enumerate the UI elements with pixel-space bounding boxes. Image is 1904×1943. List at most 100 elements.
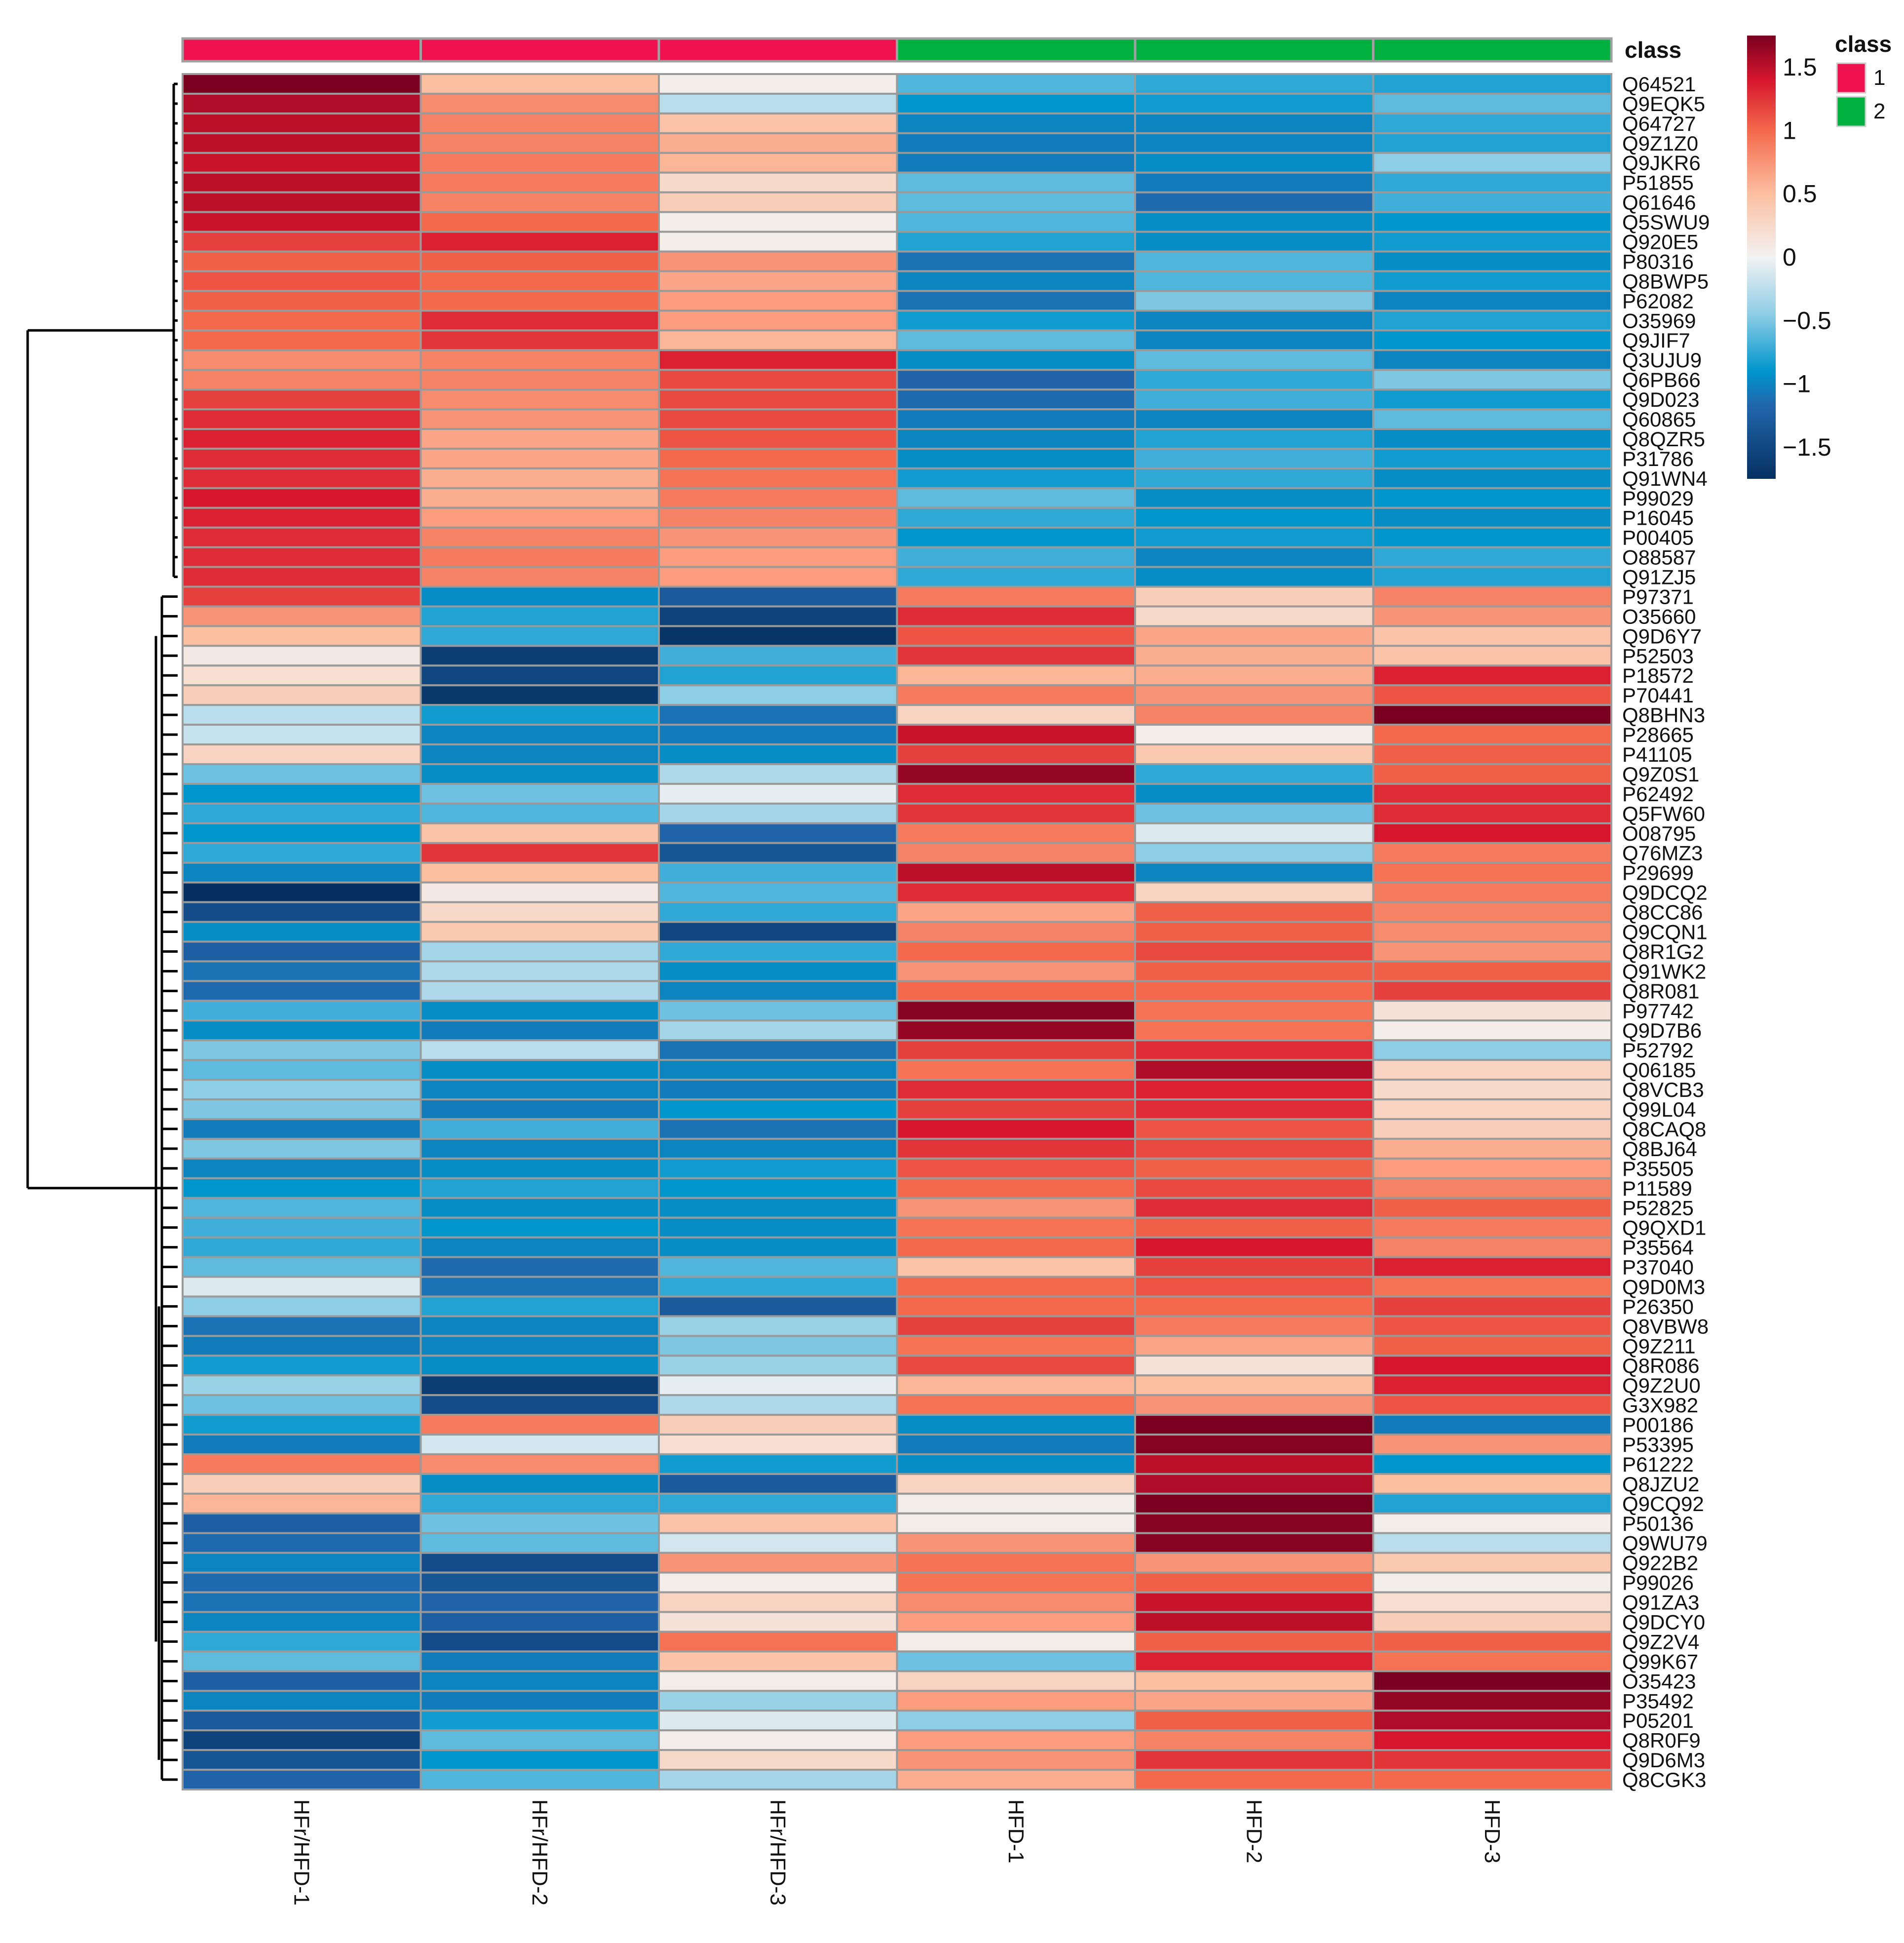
row-label: Q9DCQ2 bbox=[1622, 881, 1708, 904]
heatmap-cell bbox=[896, 1434, 1136, 1455]
heatmap-cell bbox=[182, 1315, 422, 1337]
heatmap-cell bbox=[182, 1236, 422, 1258]
heatmap-cell bbox=[896, 349, 1136, 371]
row-label: Q9CQ92 bbox=[1622, 1492, 1704, 1516]
heatmap-cell bbox=[182, 1157, 422, 1179]
heatmap-cell bbox=[896, 1512, 1136, 1534]
heatmap-cell bbox=[896, 1690, 1136, 1712]
heatmap-cell bbox=[896, 960, 1136, 982]
heatmap-cell bbox=[182, 1690, 422, 1712]
heatmap-cell bbox=[1134, 408, 1374, 430]
heatmap-cell bbox=[182, 506, 422, 529]
heatmap-cell bbox=[896, 1650, 1136, 1672]
heatmap-cell bbox=[896, 171, 1136, 194]
heatmap-cell bbox=[896, 447, 1136, 469]
heatmap-cell bbox=[419, 980, 660, 1002]
heatmap-cell bbox=[1134, 605, 1374, 627]
heatmap-cell bbox=[419, 1749, 660, 1771]
heatmap-cell bbox=[1372, 822, 1612, 844]
heatmap-cell bbox=[419, 1532, 660, 1554]
heatmap-cell bbox=[419, 191, 660, 213]
heatmap-cell bbox=[658, 290, 898, 312]
heatmap-cell bbox=[658, 171, 898, 194]
heatmap-cell bbox=[419, 743, 660, 765]
heatmap-cell bbox=[1372, 1492, 1612, 1515]
class-legend-label: 2 bbox=[1873, 99, 1885, 123]
heatmap-cell bbox=[419, 1552, 660, 1574]
row-label: P99029 bbox=[1622, 487, 1694, 510]
heatmap-cell bbox=[419, 1670, 660, 1692]
heatmap-cell bbox=[896, 1769, 1136, 1790]
heatmap-cell bbox=[896, 763, 1136, 785]
heatmap-cell bbox=[419, 1631, 660, 1653]
heatmap-cell bbox=[182, 842, 422, 864]
heatmap-cell bbox=[182, 861, 422, 884]
row-label: P35492 bbox=[1622, 1689, 1694, 1712]
heatmap-cell bbox=[182, 211, 422, 233]
row-label: P29699 bbox=[1622, 861, 1694, 885]
heatmap-cell bbox=[1134, 822, 1374, 844]
heatmap-cell bbox=[182, 645, 422, 667]
heatmap-cell bbox=[419, 1118, 660, 1140]
row-label: Q9Z0S1 bbox=[1622, 763, 1699, 786]
heatmap-cell bbox=[1372, 1611, 1612, 1633]
heatmap-cell bbox=[1134, 1276, 1374, 1298]
heatmap-cell bbox=[658, 1710, 898, 1732]
heatmap-cell bbox=[658, 1749, 898, 1771]
heatmap-cell bbox=[658, 1374, 898, 1397]
heatmap-cell bbox=[182, 704, 422, 726]
heatmap-cell bbox=[896, 1571, 1136, 1593]
heatmap-cell bbox=[182, 1098, 422, 1120]
heatmap-cell bbox=[419, 605, 660, 627]
heatmap-cell bbox=[182, 1492, 422, 1515]
colorbar-tick-label: 0 bbox=[1783, 243, 1796, 271]
heatmap-cell bbox=[182, 566, 422, 588]
heatmap-cell bbox=[896, 1079, 1136, 1101]
row-label: Q8JZU2 bbox=[1622, 1473, 1699, 1496]
row-label: P00186 bbox=[1622, 1413, 1694, 1437]
heatmap-cell bbox=[419, 1414, 660, 1436]
heatmap-cell bbox=[1134, 1453, 1374, 1475]
heatmap-cell bbox=[658, 1039, 898, 1061]
heatmap-cell bbox=[1134, 1650, 1374, 1672]
heatmap-cell bbox=[419, 1079, 660, 1101]
heatmap-cell bbox=[419, 546, 660, 568]
heatmap-cell bbox=[658, 980, 898, 1002]
row-labels: Q64521Q9EQK5Q64727Q9Z1Z0Q9JKR6P51855Q616… bbox=[1622, 73, 1710, 1791]
heatmap-cell bbox=[419, 1177, 660, 1199]
heatmap-cell bbox=[896, 1611, 1136, 1633]
row-label: Q9D6M3 bbox=[1622, 1749, 1705, 1772]
heatmap-cell bbox=[896, 1039, 1136, 1061]
heatmap-cell bbox=[896, 724, 1136, 746]
heatmap-cell bbox=[419, 408, 660, 430]
heatmap-cell bbox=[896, 1749, 1136, 1771]
heatmap-cell bbox=[1372, 1236, 1612, 1258]
heatmap-cell bbox=[419, 625, 660, 647]
row-label: Q920E5 bbox=[1622, 231, 1698, 254]
heatmap-cell bbox=[419, 842, 660, 864]
class-cell bbox=[419, 37, 660, 63]
heatmap-cell bbox=[1134, 1532, 1374, 1554]
heatmap-cell bbox=[1372, 487, 1612, 509]
colorbar-tick-label: −0.5 bbox=[1783, 307, 1831, 334]
heatmap-cell bbox=[896, 1414, 1136, 1436]
heatmap-cell bbox=[658, 1000, 898, 1022]
row-label: Q9WU79 bbox=[1622, 1532, 1708, 1555]
heatmap-cell bbox=[658, 1512, 898, 1534]
heatmap-cell bbox=[1372, 901, 1612, 923]
heatmap-cell bbox=[419, 526, 660, 548]
heatmap-cell bbox=[1372, 1098, 1612, 1120]
row-label: Q9Z2V4 bbox=[1622, 1630, 1699, 1653]
heatmap-cell bbox=[182, 369, 422, 391]
heatmap-cell bbox=[1372, 369, 1612, 391]
heatmap-cell bbox=[1372, 152, 1612, 174]
heatmap-cell bbox=[658, 1552, 898, 1574]
row-label: Q9D7B6 bbox=[1622, 1019, 1702, 1042]
heatmap-cell bbox=[896, 802, 1136, 824]
row-label: Q5SWU9 bbox=[1622, 211, 1710, 234]
heatmap-cell bbox=[182, 1019, 422, 1042]
heatmap-cell bbox=[182, 1039, 422, 1061]
heatmap-cell bbox=[182, 112, 422, 134]
heatmap-cell bbox=[1372, 921, 1612, 943]
